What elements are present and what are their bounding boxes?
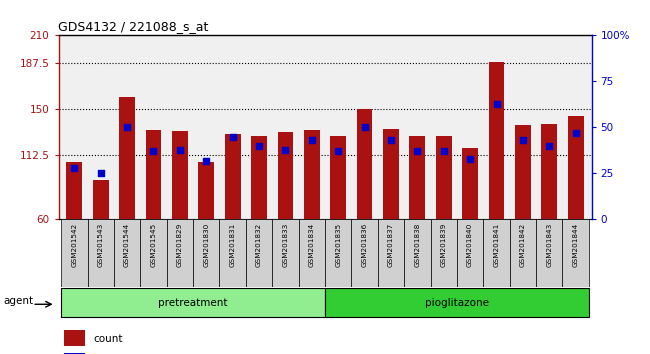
- Bar: [404, 219, 430, 287]
- Bar: [489, 62, 504, 219]
- Bar: [114, 219, 140, 287]
- Text: GSM201833: GSM201833: [282, 223, 289, 267]
- Bar: [484, 219, 510, 287]
- Bar: [278, 132, 293, 219]
- Point: [465, 156, 475, 161]
- Bar: [93, 180, 109, 219]
- Text: GSM201839: GSM201839: [441, 223, 447, 267]
- Bar: [61, 288, 325, 317]
- Point: [96, 171, 106, 176]
- Point: [544, 143, 554, 149]
- Point: [227, 134, 238, 139]
- Text: GSM201542: GSM201542: [72, 223, 77, 267]
- Bar: [330, 136, 346, 219]
- Bar: [251, 136, 267, 219]
- Point: [280, 147, 291, 152]
- Bar: [298, 219, 325, 287]
- Text: pretreatment: pretreatment: [159, 298, 228, 308]
- Bar: [64, 353, 85, 354]
- Bar: [567, 116, 584, 219]
- Point: [122, 125, 133, 130]
- Text: GSM201829: GSM201829: [177, 223, 183, 267]
- Bar: [64, 330, 85, 346]
- Bar: [510, 219, 536, 287]
- Point: [439, 149, 449, 154]
- Point: [307, 137, 317, 143]
- Bar: [457, 219, 484, 287]
- Bar: [225, 133, 240, 219]
- Bar: [220, 219, 246, 287]
- Text: GSM201832: GSM201832: [256, 223, 262, 267]
- Bar: [325, 219, 352, 287]
- Bar: [352, 219, 378, 287]
- Text: GSM201545: GSM201545: [151, 223, 157, 267]
- Bar: [198, 162, 214, 219]
- Text: count: count: [93, 333, 123, 344]
- Bar: [88, 219, 114, 287]
- Text: pioglitazone: pioglitazone: [425, 298, 489, 308]
- Point: [69, 165, 79, 171]
- Point: [412, 149, 423, 154]
- Bar: [383, 129, 399, 219]
- Point: [175, 147, 185, 152]
- Point: [385, 137, 396, 143]
- Text: GSM201842: GSM201842: [520, 223, 526, 267]
- Text: agent: agent: [3, 296, 33, 306]
- Point: [359, 125, 370, 130]
- Text: GSM201844: GSM201844: [573, 223, 578, 267]
- Bar: [325, 288, 589, 317]
- Text: GSM201840: GSM201840: [467, 223, 473, 267]
- Point: [201, 158, 211, 164]
- Bar: [246, 219, 272, 287]
- Bar: [119, 97, 135, 219]
- Bar: [304, 130, 320, 219]
- Text: GSM201838: GSM201838: [414, 223, 421, 267]
- Text: GSM201830: GSM201830: [203, 223, 209, 267]
- Point: [571, 130, 581, 136]
- Bar: [562, 219, 589, 287]
- Bar: [515, 125, 531, 219]
- Bar: [272, 219, 298, 287]
- Bar: [140, 219, 166, 287]
- Point: [491, 101, 502, 106]
- Text: GSM201834: GSM201834: [309, 223, 315, 267]
- Point: [333, 149, 343, 154]
- Bar: [436, 136, 452, 219]
- Bar: [61, 219, 88, 287]
- Bar: [66, 162, 83, 219]
- Point: [517, 137, 528, 143]
- Bar: [378, 219, 404, 287]
- Bar: [536, 219, 562, 287]
- Bar: [410, 136, 425, 219]
- Bar: [541, 124, 557, 219]
- Text: GSM201543: GSM201543: [98, 223, 104, 267]
- Bar: [430, 219, 457, 287]
- Point: [254, 143, 265, 149]
- Text: GSM201544: GSM201544: [124, 223, 130, 267]
- Bar: [357, 109, 372, 219]
- Text: GSM201841: GSM201841: [493, 223, 499, 267]
- Text: GSM201837: GSM201837: [388, 223, 394, 267]
- Text: GSM201835: GSM201835: [335, 223, 341, 267]
- Bar: [172, 131, 188, 219]
- Bar: [146, 130, 161, 219]
- Text: GSM201836: GSM201836: [361, 223, 368, 267]
- Bar: [166, 219, 193, 287]
- Bar: [462, 148, 478, 219]
- Bar: [193, 219, 220, 287]
- Point: [148, 149, 159, 154]
- Text: GSM201843: GSM201843: [546, 223, 552, 267]
- Text: GSM201831: GSM201831: [229, 223, 236, 267]
- Text: GDS4132 / 221088_s_at: GDS4132 / 221088_s_at: [58, 20, 209, 33]
